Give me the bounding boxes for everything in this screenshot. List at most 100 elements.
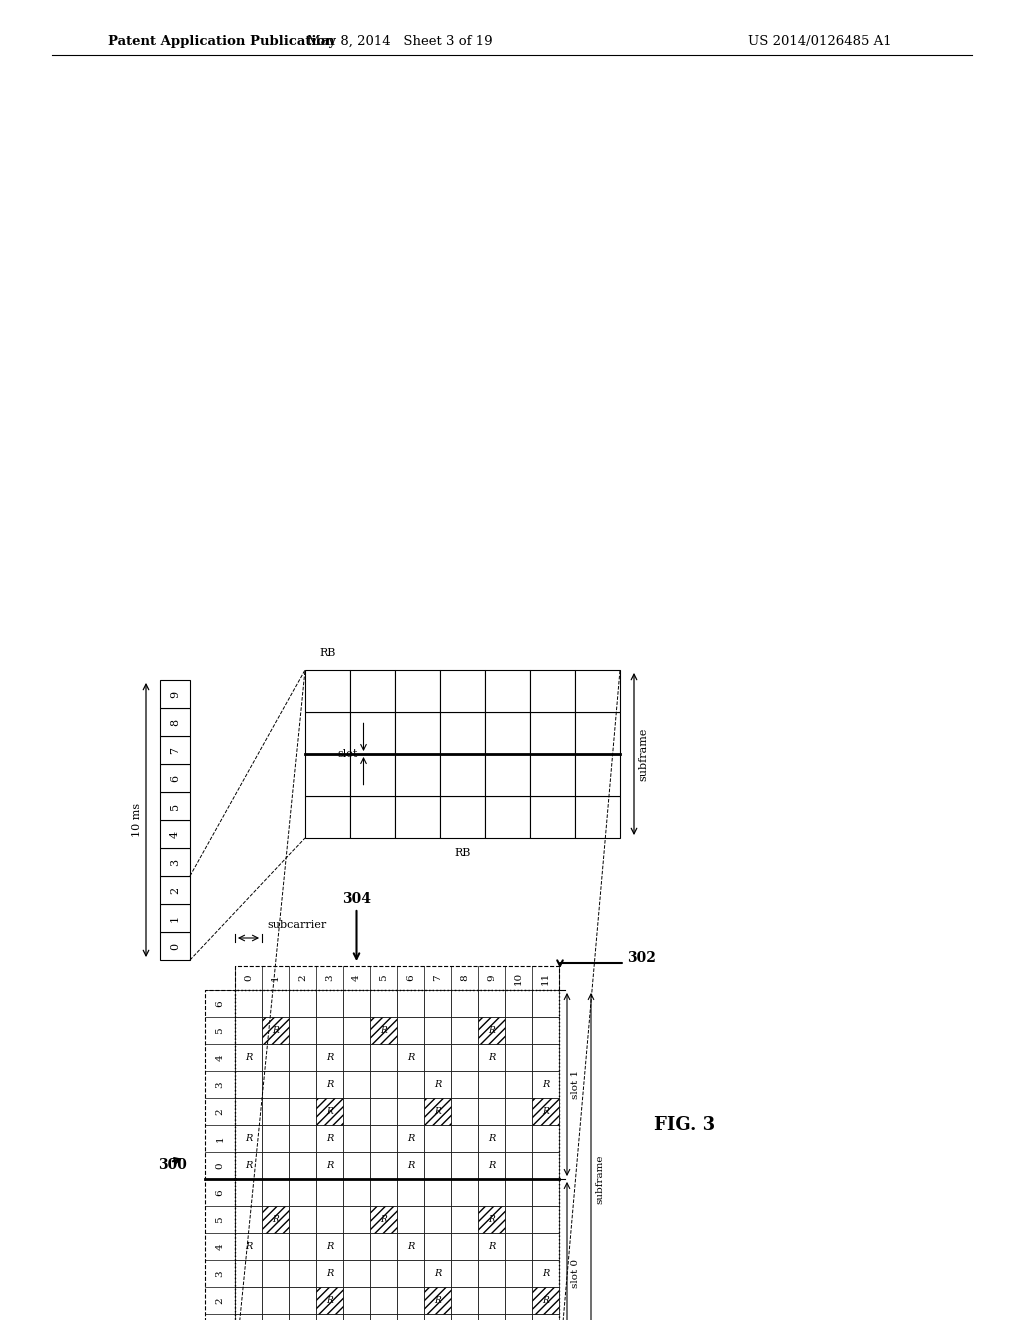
Bar: [505, 1098, 532, 1125]
Bar: [305, 671, 350, 711]
Bar: [395, 711, 440, 754]
Bar: [234, 966, 559, 990]
Bar: [343, 1287, 370, 1313]
Bar: [160, 876, 190, 904]
Bar: [262, 1125, 289, 1152]
Text: R: R: [245, 1242, 252, 1251]
Bar: [262, 1016, 289, 1044]
Bar: [343, 1044, 370, 1071]
Bar: [440, 711, 485, 754]
Bar: [205, 990, 234, 1320]
Bar: [234, 990, 262, 1016]
Bar: [316, 1313, 343, 1320]
Bar: [478, 1016, 505, 1044]
Bar: [451, 990, 478, 1016]
Bar: [451, 1261, 478, 1287]
Bar: [451, 1044, 478, 1071]
Bar: [505, 1261, 532, 1287]
Bar: [532, 1071, 559, 1098]
Text: R: R: [407, 1162, 414, 1170]
Bar: [505, 1206, 532, 1233]
Bar: [530, 796, 575, 838]
Bar: [440, 671, 485, 711]
Bar: [316, 1098, 343, 1125]
Bar: [262, 1261, 289, 1287]
Bar: [395, 671, 440, 711]
Bar: [575, 796, 620, 838]
Bar: [485, 671, 530, 711]
Bar: [397, 1016, 424, 1044]
Bar: [316, 1179, 343, 1206]
Bar: [451, 1206, 478, 1233]
Bar: [370, 1287, 397, 1313]
Bar: [424, 1071, 451, 1098]
Bar: [316, 1233, 343, 1261]
Text: R: R: [326, 1080, 333, 1089]
Text: 304: 304: [342, 892, 371, 906]
Text: subcarrier: subcarrier: [267, 920, 327, 931]
Bar: [234, 1179, 262, 1206]
Bar: [424, 1287, 451, 1313]
Bar: [532, 990, 559, 1016]
Text: 3: 3: [325, 974, 334, 981]
Bar: [532, 1287, 559, 1313]
Bar: [532, 1152, 559, 1179]
Text: slot: slot: [337, 748, 357, 759]
Bar: [424, 1016, 451, 1044]
Bar: [370, 1261, 397, 1287]
Bar: [370, 990, 397, 1016]
Bar: [451, 1233, 478, 1261]
Bar: [424, 1261, 451, 1287]
Bar: [532, 1313, 559, 1320]
Bar: [397, 1179, 424, 1206]
Bar: [424, 1125, 451, 1152]
Bar: [234, 1261, 262, 1287]
Bar: [316, 1261, 343, 1287]
Bar: [343, 1206, 370, 1233]
Bar: [370, 1313, 397, 1320]
Text: R: R: [407, 1053, 414, 1063]
Bar: [350, 796, 395, 838]
Bar: [370, 1179, 397, 1206]
Text: 0: 0: [215, 1162, 224, 1168]
Text: 3: 3: [215, 1081, 224, 1088]
Bar: [424, 1233, 451, 1261]
Bar: [575, 711, 620, 754]
Bar: [370, 1044, 397, 1071]
Bar: [262, 1071, 289, 1098]
Bar: [530, 671, 575, 711]
Bar: [370, 1016, 397, 1044]
Bar: [234, 1125, 262, 1152]
Bar: [289, 1098, 316, 1125]
Text: R: R: [326, 1242, 333, 1251]
Bar: [234, 1313, 262, 1320]
Bar: [424, 1098, 451, 1125]
Bar: [532, 1125, 559, 1152]
Bar: [160, 820, 190, 847]
Bar: [343, 1313, 370, 1320]
Bar: [370, 1206, 397, 1233]
Bar: [305, 754, 350, 796]
Bar: [397, 1233, 424, 1261]
Text: R: R: [487, 1242, 496, 1251]
Bar: [424, 1044, 451, 1071]
Bar: [316, 1044, 343, 1071]
Text: 8: 8: [170, 718, 180, 726]
Bar: [451, 1287, 478, 1313]
Text: 4: 4: [170, 830, 180, 838]
Text: 7: 7: [170, 747, 180, 754]
Bar: [289, 1261, 316, 1287]
Bar: [478, 1261, 505, 1287]
Bar: [289, 1044, 316, 1071]
Bar: [289, 1233, 316, 1261]
Bar: [289, 1179, 316, 1206]
Text: 7: 7: [433, 974, 442, 981]
Text: R: R: [326, 1269, 333, 1278]
Text: R: R: [326, 1053, 333, 1063]
Bar: [234, 1233, 262, 1261]
Bar: [440, 754, 485, 796]
Bar: [370, 1206, 397, 1233]
Bar: [395, 796, 440, 838]
Bar: [532, 1206, 559, 1233]
Bar: [424, 1313, 451, 1320]
